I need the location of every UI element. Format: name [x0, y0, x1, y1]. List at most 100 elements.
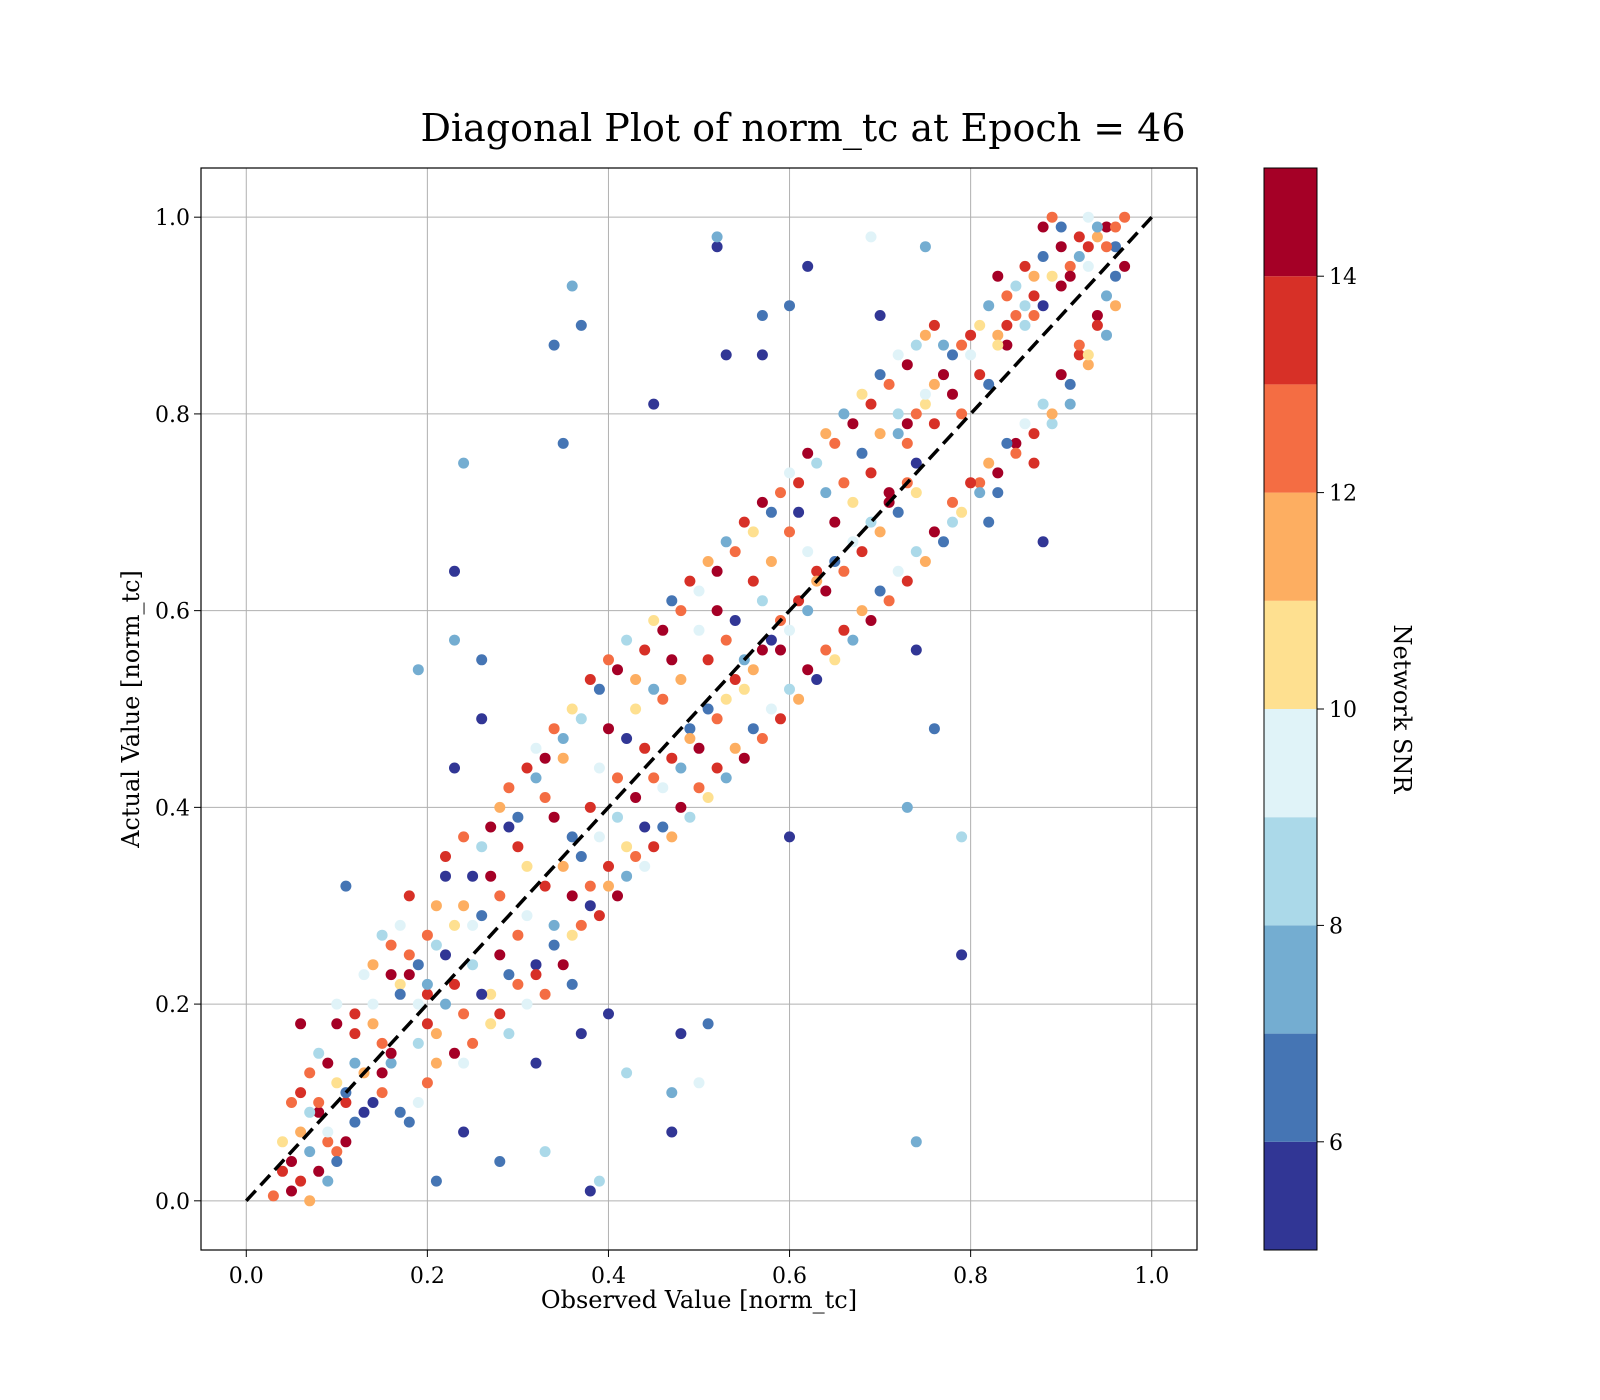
scatter-point [892, 506, 904, 518]
scatter-point [512, 929, 524, 941]
y-tick-label: 0.2 [155, 993, 190, 1018]
scatter-point [575, 1028, 587, 1040]
scatter-point [784, 526, 795, 538]
colorbar-swatch [1264, 1141, 1317, 1250]
scatter-point [928, 319, 940, 331]
scatter-point [1101, 329, 1112, 341]
scatter-point [1028, 457, 1040, 469]
scatter-point [494, 801, 506, 813]
scatter-point [983, 378, 995, 390]
scatter-point [440, 851, 451, 862]
scatter-point [521, 860, 533, 872]
scatter-point [421, 929, 433, 941]
scatter-point [458, 900, 470, 912]
scatter-point [349, 1057, 361, 1069]
scatter-point [1064, 260, 1076, 272]
scatter-point [756, 733, 768, 744]
scatter-point [1010, 447, 1022, 459]
scatter-point [1010, 280, 1022, 292]
scatter-point [693, 585, 705, 597]
scatter-point [612, 890, 623, 902]
scatter-point [1073, 231, 1085, 243]
scatter-point [367, 998, 379, 1010]
scatter-point [575, 919, 587, 931]
scatter-point [1010, 310, 1022, 321]
scatter-point [820, 585, 832, 597]
scatter-point [1055, 280, 1067, 292]
scatter-point [476, 988, 488, 1000]
scatter-point [530, 742, 542, 754]
scatter-point [756, 310, 768, 321]
scatter-point [485, 988, 497, 1000]
scatter-point [1082, 349, 1094, 361]
scatter-point [539, 752, 551, 764]
scatter-point [385, 1057, 397, 1069]
scatter-point [521, 910, 533, 922]
scatter-point [1037, 536, 1049, 548]
scatter-point [892, 408, 904, 420]
scatter-point [820, 428, 832, 440]
scatter-point [603, 880, 614, 892]
scatter-point [784, 831, 795, 843]
scatter-point [430, 939, 442, 951]
scatter-point [802, 260, 814, 272]
scatter-point [458, 1057, 470, 1069]
scatter-point [494, 1156, 506, 1167]
scatter-point [449, 978, 460, 990]
scatter-point [1101, 241, 1112, 253]
axis-ticks: 0.0 0.2 0.4 0.6 0.8 1.0 0.0 0.2 0.4 0.6 0.8 1.0 [155, 206, 1169, 1289]
scatter-point [394, 978, 406, 990]
scatter-point [1037, 300, 1049, 312]
scatter-point [747, 723, 759, 735]
scatter-point [675, 762, 687, 774]
colorbar-swatch [1264, 276, 1317, 385]
scatter-point [385, 939, 397, 951]
scatter-point [919, 556, 931, 567]
scatter-point [476, 910, 488, 922]
scatter-point [593, 1175, 605, 1187]
scatter-point [1082, 241, 1094, 253]
scatter-point [548, 339, 560, 351]
scatter-point [304, 1067, 316, 1079]
scatter-point [1082, 260, 1094, 272]
scatter-point [711, 605, 723, 617]
scatter-point [277, 1165, 288, 1177]
scatter-point [711, 713, 723, 725]
scatter-point [738, 683, 750, 695]
scatter-point [1019, 319, 1031, 331]
scatter-point [304, 1106, 316, 1118]
scatter-point [412, 959, 424, 971]
scatter-point [1037, 251, 1049, 262]
scatter-point [322, 1175, 334, 1187]
scatter-point [738, 752, 750, 764]
scatter-point [1019, 418, 1031, 430]
scatter-point [1091, 221, 1103, 233]
scatter-point [648, 683, 660, 695]
scatter-point [1119, 260, 1131, 272]
scatter-point [458, 1008, 470, 1020]
scatter-point [412, 1037, 424, 1049]
scatter-point [829, 654, 841, 666]
scatter-point [702, 1018, 714, 1030]
scatter-point [503, 969, 515, 981]
scatter-point [458, 1126, 470, 1138]
scatter-point [666, 831, 678, 843]
scatter-point [349, 1116, 361, 1128]
scatter-point [1064, 270, 1076, 282]
scatter-point [512, 811, 524, 823]
scatter-point [1001, 437, 1013, 449]
scatter-point [521, 762, 533, 774]
scatter-point [313, 1106, 325, 1118]
scatter-point [747, 526, 759, 538]
scatter-point [919, 329, 931, 341]
scatter-point [566, 703, 578, 715]
x-tick-label: 0.4 [591, 1264, 626, 1289]
scatter-point [747, 664, 759, 676]
scatter-point [449, 919, 460, 931]
scatter-point [584, 900, 596, 912]
scatter-point [956, 506, 968, 518]
scatter-point [838, 624, 850, 636]
scatter-point [847, 634, 859, 646]
scatter-point [331, 1077, 343, 1089]
